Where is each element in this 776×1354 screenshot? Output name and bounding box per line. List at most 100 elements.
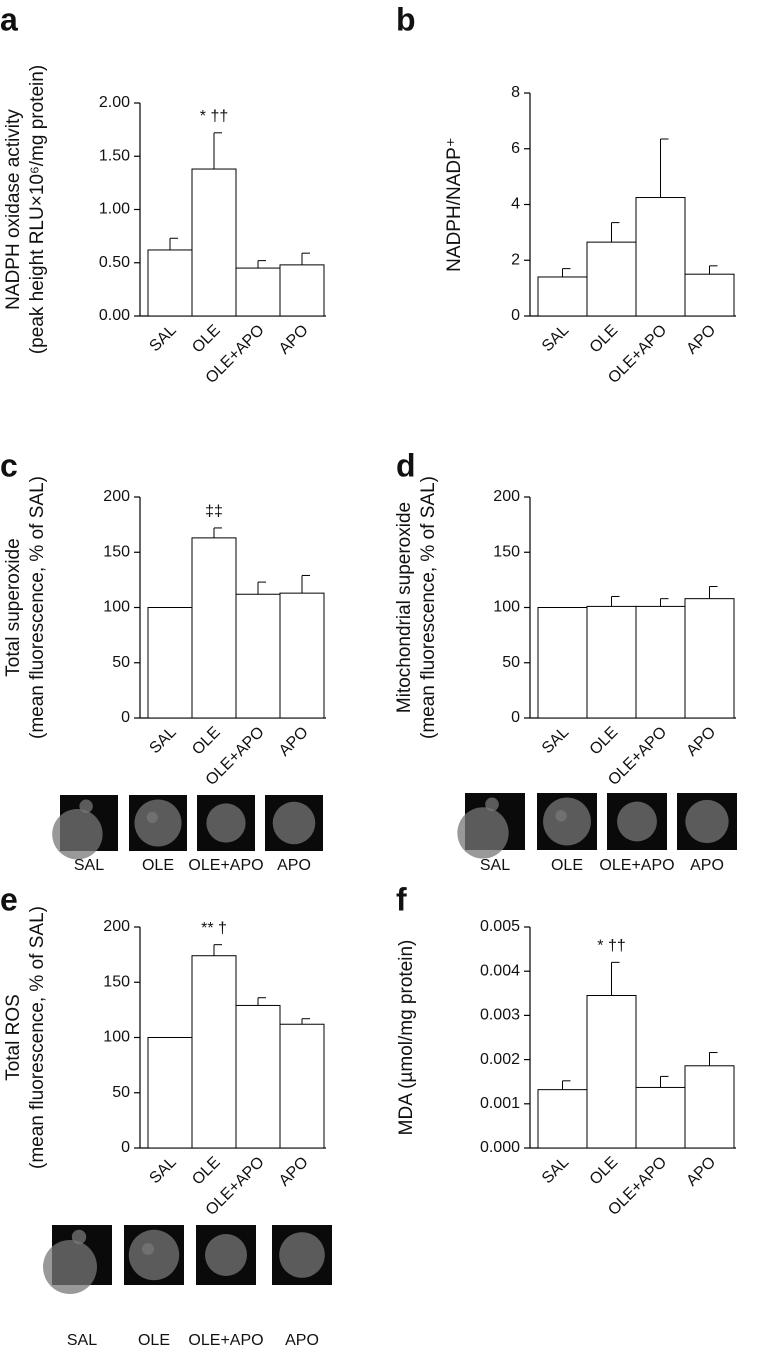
significance-marker: * †† bbox=[200, 108, 228, 125]
y-tick-label: 150 bbox=[103, 543, 130, 560]
image-label: OLE bbox=[138, 1332, 170, 1349]
y-axis-label: Total ROS bbox=[3, 994, 24, 1081]
cell bbox=[279, 1232, 325, 1278]
image-label: APO bbox=[285, 1332, 319, 1349]
cell bbox=[543, 797, 591, 846]
image-label: OLE bbox=[142, 857, 174, 874]
image-label: OLE+APO bbox=[188, 1332, 263, 1349]
x-tick-label: SAL bbox=[539, 724, 572, 757]
x-tick-label: SAL bbox=[146, 724, 179, 757]
y-tick-label: 150 bbox=[103, 973, 130, 990]
cell bbox=[128, 1229, 180, 1281]
y-tick-label: 200 bbox=[493, 488, 520, 505]
bar bbox=[586, 241, 637, 317]
x-tick-label: SAL bbox=[539, 1154, 572, 1187]
y-axis-label: NADPH oxidase activity bbox=[3, 109, 24, 310]
x-tick-label: SAL bbox=[539, 322, 572, 355]
y-tick-label: 50 bbox=[502, 654, 520, 671]
x-tick-label: OLE bbox=[587, 1154, 622, 1189]
y-tick-label: 8 bbox=[511, 84, 520, 101]
panel: f MDA (µmol/mg protein) 0.000 0.001 0.002 0.0… bbox=[396, 881, 736, 1219]
bar bbox=[235, 267, 281, 317]
y-tick-label: 0 bbox=[121, 709, 130, 726]
bar bbox=[635, 1086, 686, 1149]
cell bbox=[142, 1243, 154, 1255]
panel: a NADPH oxidase activity (peak height RLU×… bbox=[0, 1, 326, 387]
bar bbox=[191, 168, 237, 317]
y-tick-label: 0.50 bbox=[99, 254, 130, 271]
y-tick-label: 0.003 bbox=[480, 1007, 520, 1024]
panel: c Total superoxide (mean fluorescence, % o… bbox=[0, 447, 326, 874]
x-tick-label: SAL bbox=[146, 1154, 179, 1187]
bar bbox=[191, 955, 237, 1149]
y-tick-label: 0.005 bbox=[480, 918, 520, 935]
y-tick-label: 50 bbox=[112, 1084, 130, 1101]
y-axis-label: Total superoxide bbox=[3, 538, 24, 676]
bar bbox=[147, 607, 193, 719]
panel-letter: e bbox=[0, 881, 18, 917]
cell bbox=[457, 807, 509, 859]
image-label: OLE+APO bbox=[188, 857, 263, 874]
panel-letter: f bbox=[396, 881, 407, 917]
x-tick-label: OLE bbox=[587, 724, 622, 759]
significance-marker: * †† bbox=[597, 938, 625, 955]
x-tick-label: APO bbox=[276, 1154, 312, 1190]
cell bbox=[685, 799, 729, 844]
bar bbox=[635, 197, 686, 317]
image-label: APO bbox=[277, 857, 311, 874]
bar bbox=[537, 607, 588, 719]
bar bbox=[586, 605, 637, 719]
significance-marker: ** † bbox=[201, 920, 227, 937]
y-tick-label: 1.00 bbox=[99, 201, 130, 218]
bar bbox=[684, 273, 735, 317]
bar bbox=[537, 1089, 588, 1149]
x-tick-label: SAL bbox=[146, 322, 179, 355]
bar bbox=[279, 264, 325, 317]
y-axis-label: (peak height RLU×10⁶/mg protein) bbox=[27, 65, 48, 354]
y-axis-label: Mitochondrial superoxide bbox=[394, 502, 415, 713]
y-tick-label: 4 bbox=[511, 196, 520, 213]
y-axis-label: NADPH/NADP⁺ bbox=[444, 137, 465, 272]
x-tick-label: APO bbox=[683, 322, 719, 358]
bar bbox=[147, 1037, 193, 1149]
image-label: SAL bbox=[480, 857, 510, 874]
image-label: OLE+APO bbox=[599, 857, 674, 874]
cell bbox=[134, 799, 182, 847]
y-tick-label: 0 bbox=[121, 1139, 130, 1156]
x-tick-label: OLE bbox=[189, 322, 224, 357]
cell bbox=[555, 810, 567, 822]
bar bbox=[235, 1004, 281, 1149]
cell bbox=[206, 803, 246, 843]
bar bbox=[279, 592, 325, 719]
y-tick-label: 0.000 bbox=[480, 1139, 520, 1156]
cell bbox=[205, 1234, 247, 1276]
x-tick-label: OLE bbox=[189, 724, 224, 759]
bar bbox=[537, 276, 588, 317]
image-label: SAL bbox=[74, 857, 104, 874]
y-tick-label: 2.00 bbox=[99, 94, 130, 111]
cell bbox=[52, 809, 103, 860]
cell bbox=[43, 1240, 97, 1294]
y-tick-label: 0.004 bbox=[480, 962, 520, 979]
y-axis-label: (mean fluorescence, % of SAL) bbox=[27, 476, 48, 739]
y-tick-label: 200 bbox=[103, 488, 130, 505]
panel: e Total ROS (mean fluorescence, % of SAL) 0… bbox=[0, 881, 332, 1349]
y-tick-label: 0 bbox=[511, 307, 520, 324]
bar bbox=[684, 1065, 735, 1149]
y-tick-label: 0 bbox=[511, 709, 520, 726]
y-axis-label: (mean fluorescence, % of SAL) bbox=[418, 476, 439, 739]
image-label: SAL bbox=[67, 1332, 97, 1349]
panel-letter: d bbox=[396, 447, 416, 483]
x-tick-label: OLE bbox=[587, 322, 622, 357]
y-axis-label: (mean fluorescence, % of SAL) bbox=[27, 906, 48, 1169]
image-label: APO bbox=[690, 857, 724, 874]
y-tick-label: 1.50 bbox=[99, 147, 130, 164]
cell bbox=[617, 801, 657, 842]
cell bbox=[485, 797, 499, 812]
cell bbox=[272, 801, 316, 845]
y-tick-label: 100 bbox=[493, 599, 520, 616]
bar bbox=[191, 537, 237, 719]
y-tick-label: 2 bbox=[511, 251, 520, 268]
